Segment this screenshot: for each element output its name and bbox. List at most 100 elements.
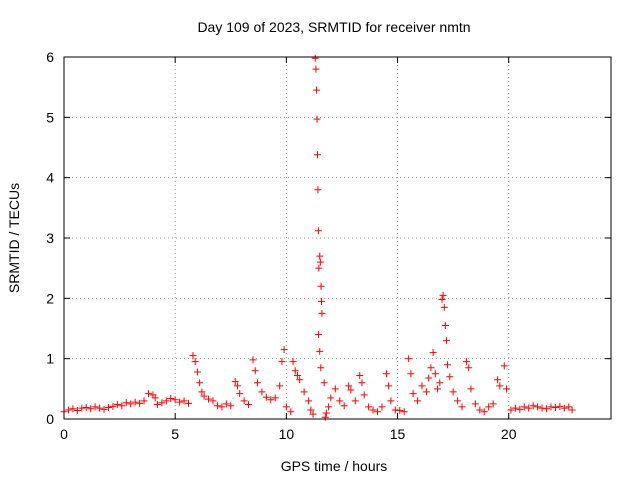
data-point-plus [458, 403, 466, 411]
data-point-plus [405, 355, 413, 363]
data-point-plus [480, 408, 488, 416]
data-point-plus [387, 397, 395, 405]
y-tick-label: 1 [46, 351, 54, 367]
data-point-plus [529, 402, 537, 410]
data-point-plus [78, 404, 86, 412]
data-point-plus [496, 382, 504, 390]
data-point-plus [109, 402, 117, 410]
data-point-plus [507, 406, 515, 414]
data-point-plus [325, 403, 333, 411]
data-point-plus [267, 396, 275, 404]
data-point-plus [300, 388, 308, 396]
data-point-plus [409, 390, 417, 398]
data-point-plus [293, 372, 301, 380]
data-point-plus [356, 372, 364, 380]
x-tick-label: 5 [171, 426, 179, 442]
data-point-plus [369, 406, 377, 414]
data-point-plus [321, 413, 329, 421]
data-point-plus [494, 376, 502, 384]
data-point-plus [441, 321, 449, 329]
data-point-plus [320, 379, 328, 387]
data-point-plus [96, 404, 104, 412]
x-tick-label: 10 [279, 426, 295, 442]
data-point-plus [385, 382, 393, 390]
data-point-plus [316, 347, 324, 355]
data-point-plus [444, 361, 452, 369]
data-point-plus [118, 402, 126, 410]
data-point-plus [436, 379, 444, 387]
y-tick-label: 2 [46, 290, 54, 306]
data-point-plus [525, 404, 533, 412]
data-point-plus [193, 368, 201, 376]
data-point-plus [176, 398, 184, 406]
data-point-plus [471, 400, 479, 408]
data-point-plus [556, 402, 564, 410]
data-point-plus [227, 402, 235, 410]
data-point-plus [262, 393, 270, 401]
data-point-plus [316, 252, 324, 260]
data-point-plus [205, 395, 213, 403]
data-point-plus [438, 296, 446, 304]
data-point-plus [454, 397, 462, 405]
data-point-plus [347, 386, 355, 394]
data-point-plus [245, 401, 253, 409]
data-point-plus [378, 403, 386, 411]
data-point-plus [249, 356, 257, 364]
y-tick-label: 3 [46, 230, 54, 246]
data-point-plus [434, 385, 442, 393]
data-point-plus [314, 227, 322, 235]
data-point-plus [314, 186, 322, 194]
data-point-plus [151, 394, 159, 402]
data-point-plus [231, 378, 239, 386]
data-point-plus [440, 303, 448, 311]
data-point-plus [560, 404, 568, 412]
data-point-plus [431, 370, 439, 378]
data-point-plus [360, 391, 368, 399]
data-point-plus [317, 282, 325, 290]
data-point-plus [253, 379, 261, 387]
data-point-plus [315, 331, 323, 339]
data-point-plus [104, 404, 112, 412]
data-point-plus [322, 409, 330, 417]
data-point-plus [309, 410, 317, 418]
data-point-plus [153, 401, 161, 409]
data-point-plus [449, 388, 457, 396]
data-point-plus [82, 404, 90, 412]
data-point-plus [233, 382, 241, 390]
data-point-plus [534, 403, 542, 411]
data-point-plus [317, 297, 325, 305]
data-point-plus [91, 403, 99, 411]
y-tick-label: 5 [46, 109, 54, 125]
data-point-plus [313, 86, 321, 94]
data-point-plus [73, 407, 81, 415]
data-point-plus [240, 397, 248, 405]
data-point-plus [422, 388, 430, 396]
axis-ticks: 0 5 10 15 20 0 1 2 3 4 5 6 [46, 49, 611, 442]
data-point-plus [568, 406, 576, 414]
data-point-plus [500, 362, 508, 370]
chart-title: Day 109 of 2023, SRMTID for receiver nmt… [197, 19, 470, 35]
data-point-plus [127, 400, 135, 408]
data-point-plus [446, 373, 454, 381]
data-point-plus [251, 367, 259, 375]
data-point-plus [340, 402, 348, 410]
data-point-plus [351, 397, 359, 405]
data-point-plus [547, 403, 555, 411]
data-point-plus [318, 309, 326, 317]
data-point-plus [551, 404, 559, 412]
x-tick-label: 15 [390, 426, 406, 442]
data-point-plus [345, 382, 353, 390]
data-point-plus [131, 398, 139, 406]
grid-lines [64, 57, 611, 419]
data-points [60, 54, 576, 421]
data-point-plus [296, 376, 304, 384]
x-tick-label: 20 [501, 426, 517, 442]
data-point-plus [396, 407, 404, 415]
data-point-plus [476, 406, 484, 414]
data-point-plus [374, 408, 382, 416]
data-point-plus [122, 399, 130, 407]
data-point-plus [538, 404, 546, 412]
data-point-plus [311, 54, 319, 62]
data-point-plus [196, 379, 204, 387]
